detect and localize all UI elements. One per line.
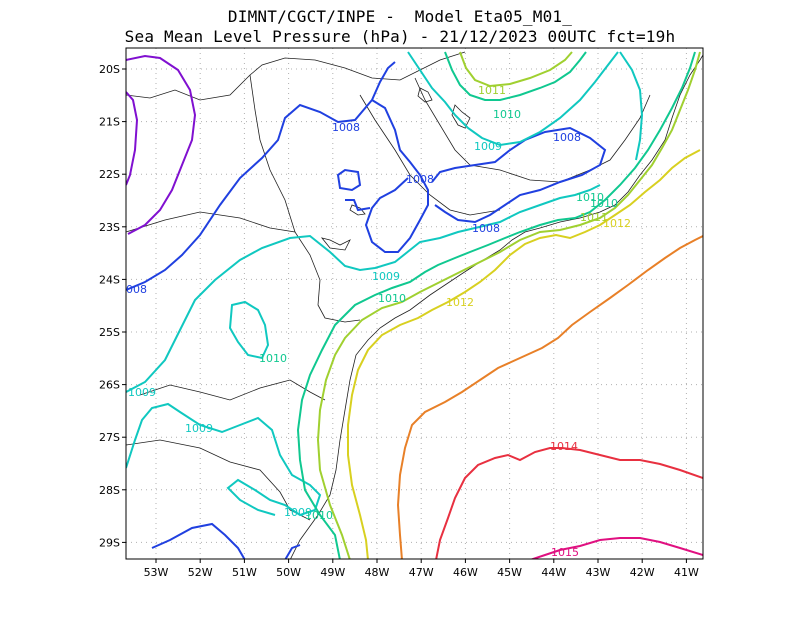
longitude-labels: 53W 52W 51W 50W 49W 48W 47W 46W 45W 44W 43W 42W 41W [144,566,699,579]
lake [417,87,433,103]
lat-label: 29S [99,536,120,549]
lat-label: 27S [99,431,120,444]
contour-label: 1008 [406,173,434,186]
contour-label: 1010 [590,197,618,210]
contour-1008 [345,199,371,212]
contour-1014 [435,447,703,559]
contour-label: 1009 [284,506,312,519]
contour-1008 [284,544,301,559]
lake [320,237,351,251]
lat-label: 25S [99,326,120,339]
lat-label: 24S [99,273,120,286]
lat-label: 21S [99,116,120,129]
lon-label: 52W [188,566,213,579]
lat-label: 20S [99,63,120,76]
coastline-and-borders [126,51,703,559]
contour-label: 1009 [474,140,502,153]
lon-label: 47W [409,566,434,579]
contour-label: 1009 [128,386,156,399]
contour-1009 [619,51,644,161]
lon-label: 44W [541,566,566,579]
border-line [359,94,501,216]
lat-label: 22S [99,168,120,181]
contour-label: 1011 [478,84,506,97]
contour-label: 1009 [185,422,213,435]
contour-1012 [347,149,701,559]
lake [349,204,366,216]
lat-label: 26S [99,379,120,392]
contour-1008 [431,126,607,224]
axis-ticks [122,68,687,563]
contour-label: 008 [126,283,147,296]
contour-label: 1010 [576,191,604,204]
lon-label: 43W [586,566,611,579]
lon-label: 53W [144,566,169,579]
border-line [414,77,651,183]
map-frame [125,47,704,560]
contour-1013 [396,235,703,559]
map-title-line2: Sea Mean Level Pressure (hPa) - 21/12/20… [124,27,676,46]
border-line [126,211,361,323]
contour-1011 [316,51,701,559]
lat-label: 23S [99,221,120,234]
contour-label: 1010 [305,509,333,522]
contour-label: 1008 [472,222,500,235]
contour-1010 [296,51,696,559]
contour-1009 [407,51,619,147]
lon-label: 51W [232,566,257,579]
contour-label: 1010 [378,292,406,305]
contour-label: 1012 [446,296,474,309]
contour-1009 [126,184,601,393]
lon-label: 49W [320,566,345,579]
contour-1009 [126,402,322,517]
contour-1008 [364,99,429,253]
contour-label: 1011 [580,211,608,224]
contour-1009 [228,300,270,360]
contour-1011 [459,51,573,88]
lat-lon-grid [126,48,703,559]
lon-label: 50W [276,566,301,579]
contour-1008 [336,168,362,192]
border-line [126,51,466,101]
latitude-labels: 20S 21S 22S 23S 24S 25S 26S 27S 28S 29S [99,63,120,549]
contour-label: 1012 [603,217,631,230]
lon-label: 46W [453,566,478,579]
contour-1007 [126,91,139,186]
contour-label: 1010 [259,352,287,365]
contour-label: 1014 [550,440,578,453]
lat-label: 28S [99,484,120,497]
map-title-line1: DIMNT/CGCT/INPE - Model Eta05_M01_ [227,7,573,26]
contour-labels: 1008 1008 1008 1008 008 1009 1009 1009 1… [126,84,631,559]
lon-label: 41W [674,566,699,579]
lake [451,104,471,129]
contour-label: 1009 [372,270,400,283]
contour-label: 1015 [551,546,579,559]
contour-label: 1008 [332,121,360,134]
contour-1007 [126,54,197,235]
lon-label: 48W [365,566,390,579]
lon-label: 42W [630,566,655,579]
border-line [139,379,326,401]
border-line [126,439,311,521]
contour-1010 [444,51,587,101]
contour-label: 1010 [493,108,521,121]
contour-1015 [529,537,703,559]
contour-1008 [151,522,246,559]
contour-label: 1008 [553,131,581,144]
contour-1008 [126,61,396,291]
lon-label: 45W [497,566,522,579]
